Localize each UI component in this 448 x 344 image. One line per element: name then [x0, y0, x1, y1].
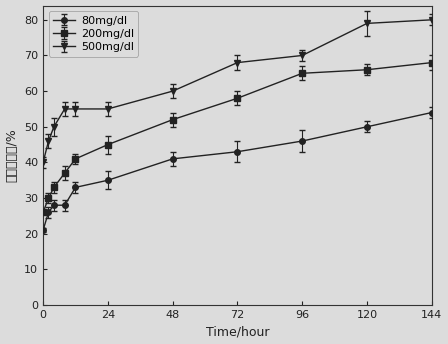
- Legend: 80mg/dl, 200mg/dl, 500mg/dl: 80mg/dl, 200mg/dl, 500mg/dl: [49, 11, 138, 57]
- X-axis label: Time/hour: Time/hour: [206, 325, 269, 338]
- Y-axis label: 累积释放率/%: 累积释放率/%: [5, 128, 18, 182]
